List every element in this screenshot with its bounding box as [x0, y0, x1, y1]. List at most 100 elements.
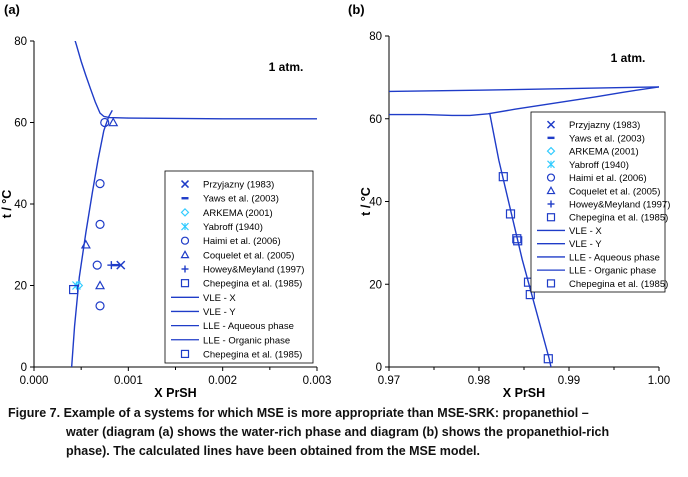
x-tick-label: 1.00 [648, 375, 670, 387]
legend-swatch [180, 250, 190, 259]
legend-swatch [181, 265, 189, 273]
legend-swatch [180, 180, 190, 189]
legend-label: Yaws et al. (2003) [569, 133, 645, 144]
y-tick-label: 40 [369, 197, 382, 209]
legend-label: VLE - X [203, 293, 236, 304]
panel-label: (a) [4, 2, 20, 17]
y-tick-label: 0 [376, 362, 382, 374]
y-tick-label: 80 [369, 31, 382, 43]
legend-label: ARKEMA (2001) [569, 147, 639, 158]
legend-swatch [180, 279, 190, 288]
x-tick-label: 0.001 [114, 375, 143, 387]
legend-label: Yaws et al. (2003) [203, 194, 279, 205]
series-line [70, 109, 113, 367]
y-tick-label: 0 [21, 362, 27, 374]
series-line [489, 113, 552, 367]
data-point [95, 301, 105, 311]
figure-canvas: (a) 0 20 40 60 80 0.000 0.001 0.002 0.003 X PrSH t … [0, 2, 670, 400]
legend-swatch [546, 120, 556, 129]
x-tick-label: 0.003 [303, 375, 332, 387]
legend-label: Yabroff (1940) [203, 222, 263, 233]
legend-label: Coquelet et al. (2005) [569, 186, 660, 197]
legend-label: Przyjazny (1983) [569, 120, 640, 131]
legend-swatch [547, 160, 555, 169]
data-point [513, 236, 523, 246]
caption-line-2: water (diagram (a) shows the water-rich … [66, 425, 610, 439]
data-point [498, 172, 508, 182]
chart-panel-a: (a) 0 20 40 60 80 0.000 0.001 0.002 0.003 X PrSH t … [0, 2, 331, 400]
data-point [69, 284, 79, 295]
legend-label: LLE - Aqueous phase [203, 321, 294, 332]
legend-swatch [546, 186, 556, 195]
y-tick-label: 20 [14, 281, 27, 293]
pressure-annotation: 1 atm. [269, 60, 304, 74]
pressure-annotation: 1 atm. [611, 51, 646, 65]
calculated-lines [389, 86, 659, 367]
legend: Przyjazny (1983) Yaws et al. (2003) ARKEMA… [530, 111, 670, 293]
legend-label: LLE - Organic phase [203, 335, 290, 346]
data-point [80, 239, 91, 249]
legend-label: VLE - Y [569, 239, 602, 250]
legend-label: Haimi et al. (2006) [569, 173, 647, 184]
y-tick-label: 40 [14, 199, 27, 211]
axes: 0 20 40 60 80 0.97 0.98 0.99 1.00 [369, 31, 670, 387]
data-point [107, 261, 116, 270]
data-point [95, 179, 105, 189]
data-point [95, 219, 105, 229]
x-tick-label: 0.97 [378, 375, 400, 387]
data-point [505, 209, 516, 219]
legend: Przyjazny (1983) Yaws et al. (2003) ARKEMA… [164, 170, 314, 364]
data-point [100, 117, 110, 128]
legend-swatch [181, 222, 189, 231]
legend-label: Chepegina et al. (1985) [203, 279, 302, 290]
y-tick-label: 60 [369, 114, 382, 126]
data-points [69, 117, 126, 311]
caption-line-3: phase). The calculated lines have been o… [66, 444, 480, 458]
legend-swatch [546, 213, 556, 222]
legend-swatch [180, 349, 190, 359]
x-axis-label: X PrSH [503, 386, 545, 400]
data-point [95, 280, 106, 290]
series-line [389, 86, 659, 93]
data-points [498, 172, 553, 364]
data-point [512, 234, 522, 244]
x-tick-label: 0.002 [208, 375, 237, 387]
legend-label: ARKEMA (2001) [203, 208, 273, 219]
x-tick-label: 0.98 [468, 375, 490, 387]
data-point [525, 289, 535, 300]
series-line [389, 86, 659, 117]
legend-label: LLE - Aqueous phase [569, 252, 660, 263]
axes: 0 20 40 60 80 0.000 0.001 0.002 0.003 [14, 36, 331, 387]
data-point [116, 260, 126, 270]
legend-swatch [546, 146, 556, 156]
legend-label: Chepegina et al. (1985) [569, 279, 668, 290]
legend-swatch [180, 208, 190, 217]
data-point [543, 354, 553, 364]
x-tick-label: 0.99 [558, 375, 580, 387]
calculated-lines [70, 41, 317, 367]
series-line [74, 41, 317, 120]
legend-box [164, 170, 314, 364]
legend-box [530, 111, 666, 293]
figure-caption: Figure 7. Example of a systems for which… [8, 404, 680, 461]
legend-swatch [547, 200, 555, 208]
y-tick-label: 80 [14, 36, 27, 48]
legend-label: VLE - Y [203, 307, 236, 318]
legend-label: Haimi et al. (2006) [203, 236, 281, 247]
y-axis-label: t / °C [359, 187, 373, 216]
chart-panel-b: (b) 0 20 40 60 80 0.97 0.98 0.99 1.00 X PrSH t / °C… [348, 2, 670, 400]
legend-label: Przyjazny (1983) [203, 180, 274, 191]
legend-label: VLE - X [569, 226, 602, 237]
legend-label: Chepegina et al. (1985) [203, 349, 302, 360]
panel-label: (b) [348, 2, 365, 17]
legend-label: Howey&Meyland (1997) [203, 265, 304, 276]
legend-label: Coquelet et al. (2005) [203, 250, 294, 261]
y-tick-label: 20 [369, 279, 382, 291]
y-tick-label: 60 [14, 118, 27, 130]
data-point [92, 260, 102, 270]
legend-swatch [180, 236, 190, 245]
legend-label: Chepegina et al. (1985) [569, 213, 668, 224]
caption-line-1: Figure 7. Example of a systems for which… [8, 406, 589, 420]
legend-swatch [546, 173, 556, 182]
legend-label: Howey&Meyland (1997) [569, 200, 670, 211]
